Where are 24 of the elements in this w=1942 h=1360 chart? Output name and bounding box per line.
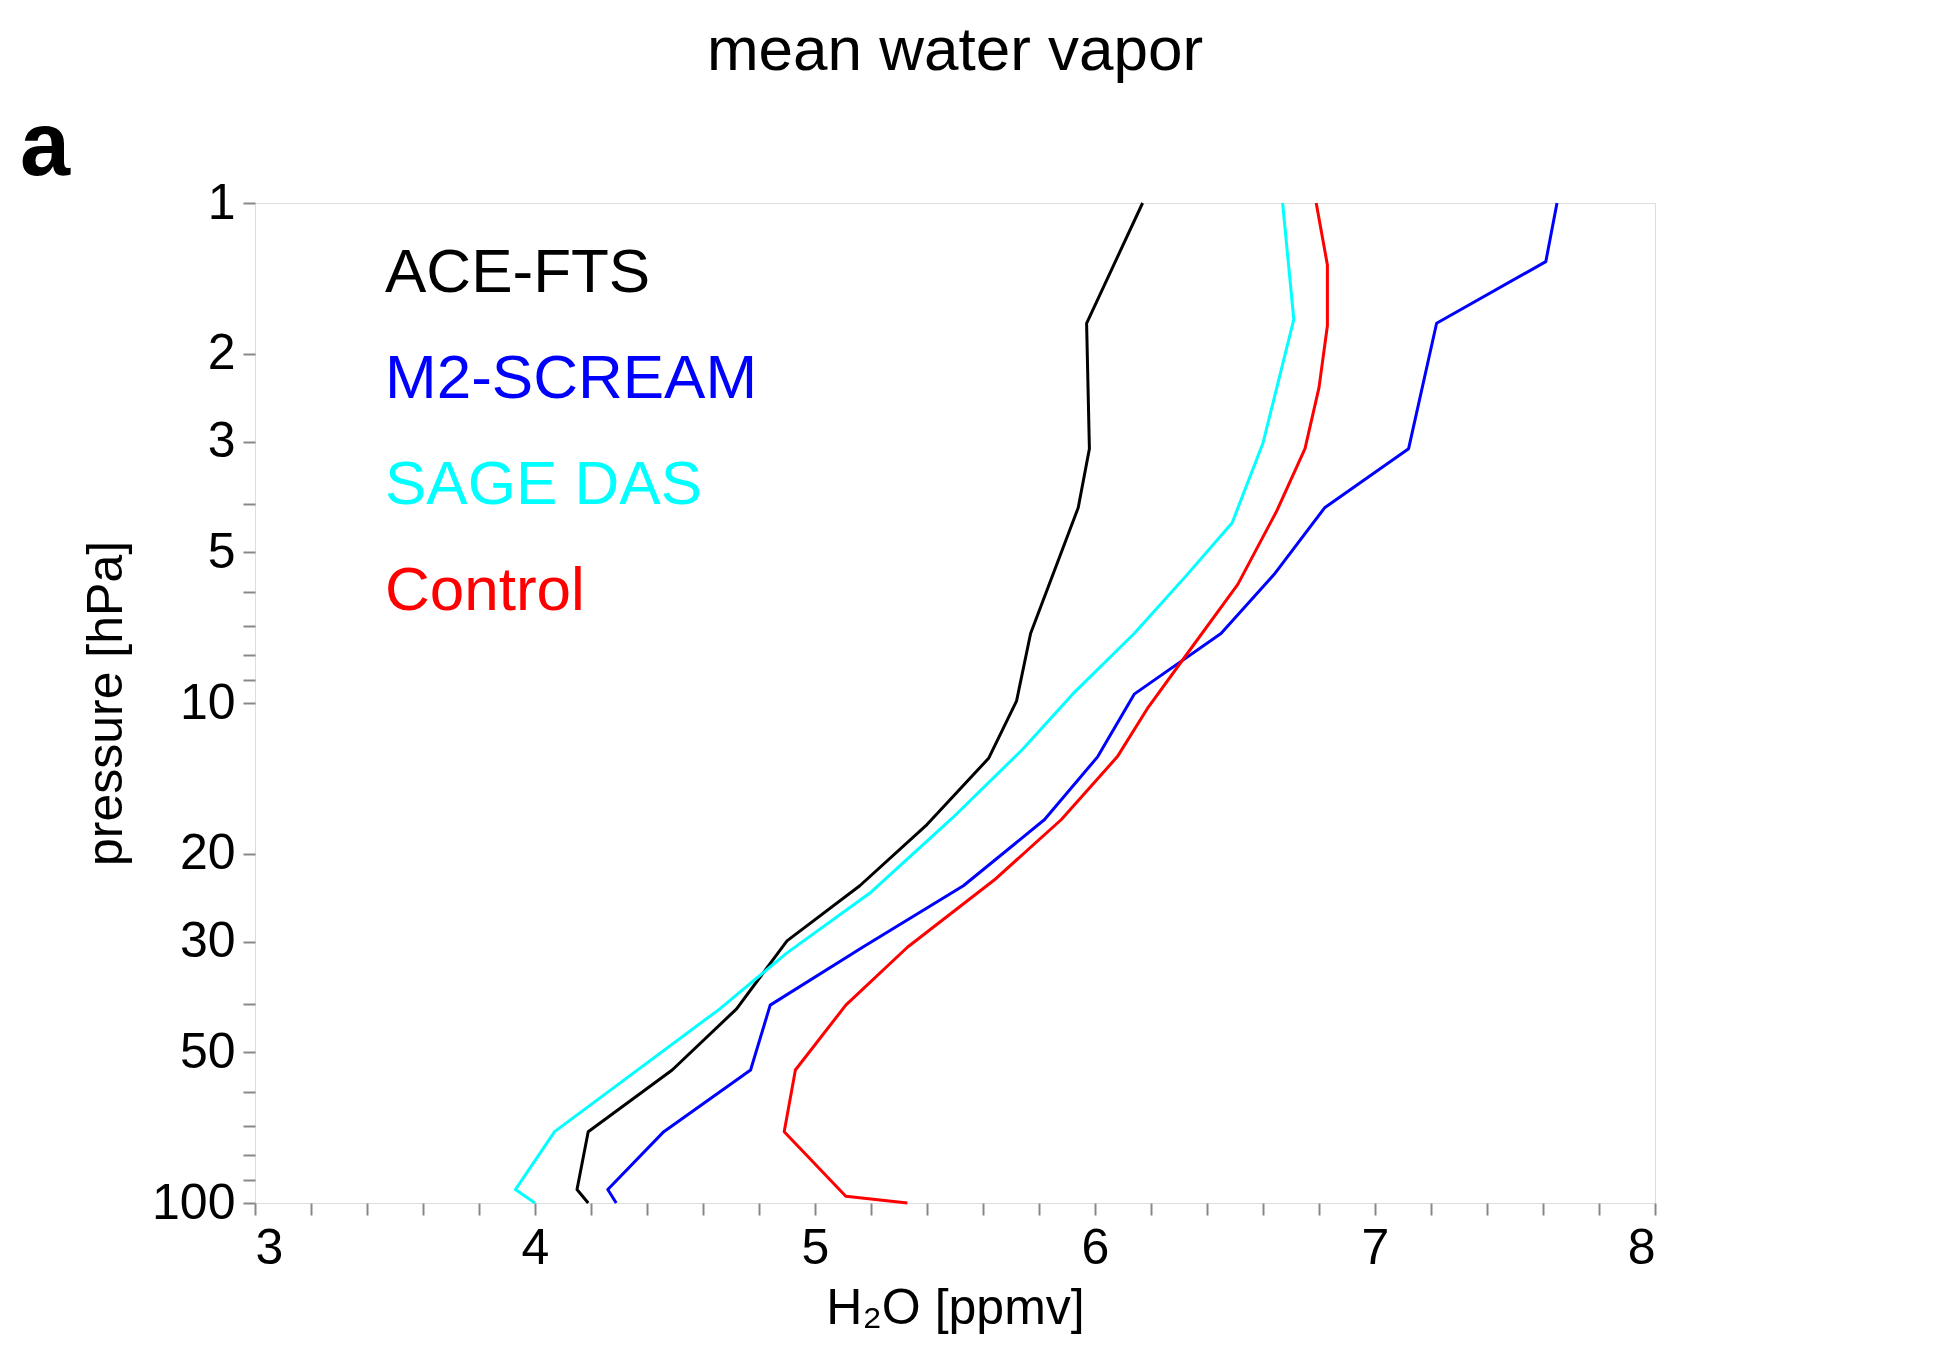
- x-tick-label: 8: [1627, 1218, 1656, 1275]
- x-tick-label: 7: [1361, 1218, 1390, 1275]
- x-tick-label: 6: [1081, 1218, 1110, 1275]
- line-series: [782, 201, 1329, 1205]
- x-tick-label: 5: [801, 1218, 830, 1275]
- x-tick-label: 4: [521, 1218, 550, 1275]
- text: SAGE DAS: [385, 448, 702, 517]
- text: M2-SCREAM: [385, 342, 758, 411]
- y-axis-title: pressure [hPa]: [77, 540, 134, 867]
- y-tick-label: 5: [207, 522, 236, 579]
- y-tick-label: 3: [207, 412, 236, 469]
- y-tick-label: 100: [152, 1173, 236, 1230]
- y-tick-label: 1: [207, 173, 236, 230]
- y-tick-label: 50: [179, 1022, 236, 1079]
- text: Control: [385, 554, 585, 623]
- text: ACE-FTS: [385, 236, 651, 305]
- y-tick-label: 20: [179, 824, 236, 881]
- x-axis-title: H₂O [ppmv]: [826, 1278, 1085, 1335]
- y-tick-label: 10: [179, 673, 236, 730]
- chart-title: mean water vapor: [706, 14, 1204, 83]
- text: a: [20, 94, 71, 194]
- y-tick-label: 30: [179, 912, 236, 969]
- x-tick-label: 3: [255, 1218, 284, 1275]
- y-tick-label: 2: [207, 324, 236, 381]
